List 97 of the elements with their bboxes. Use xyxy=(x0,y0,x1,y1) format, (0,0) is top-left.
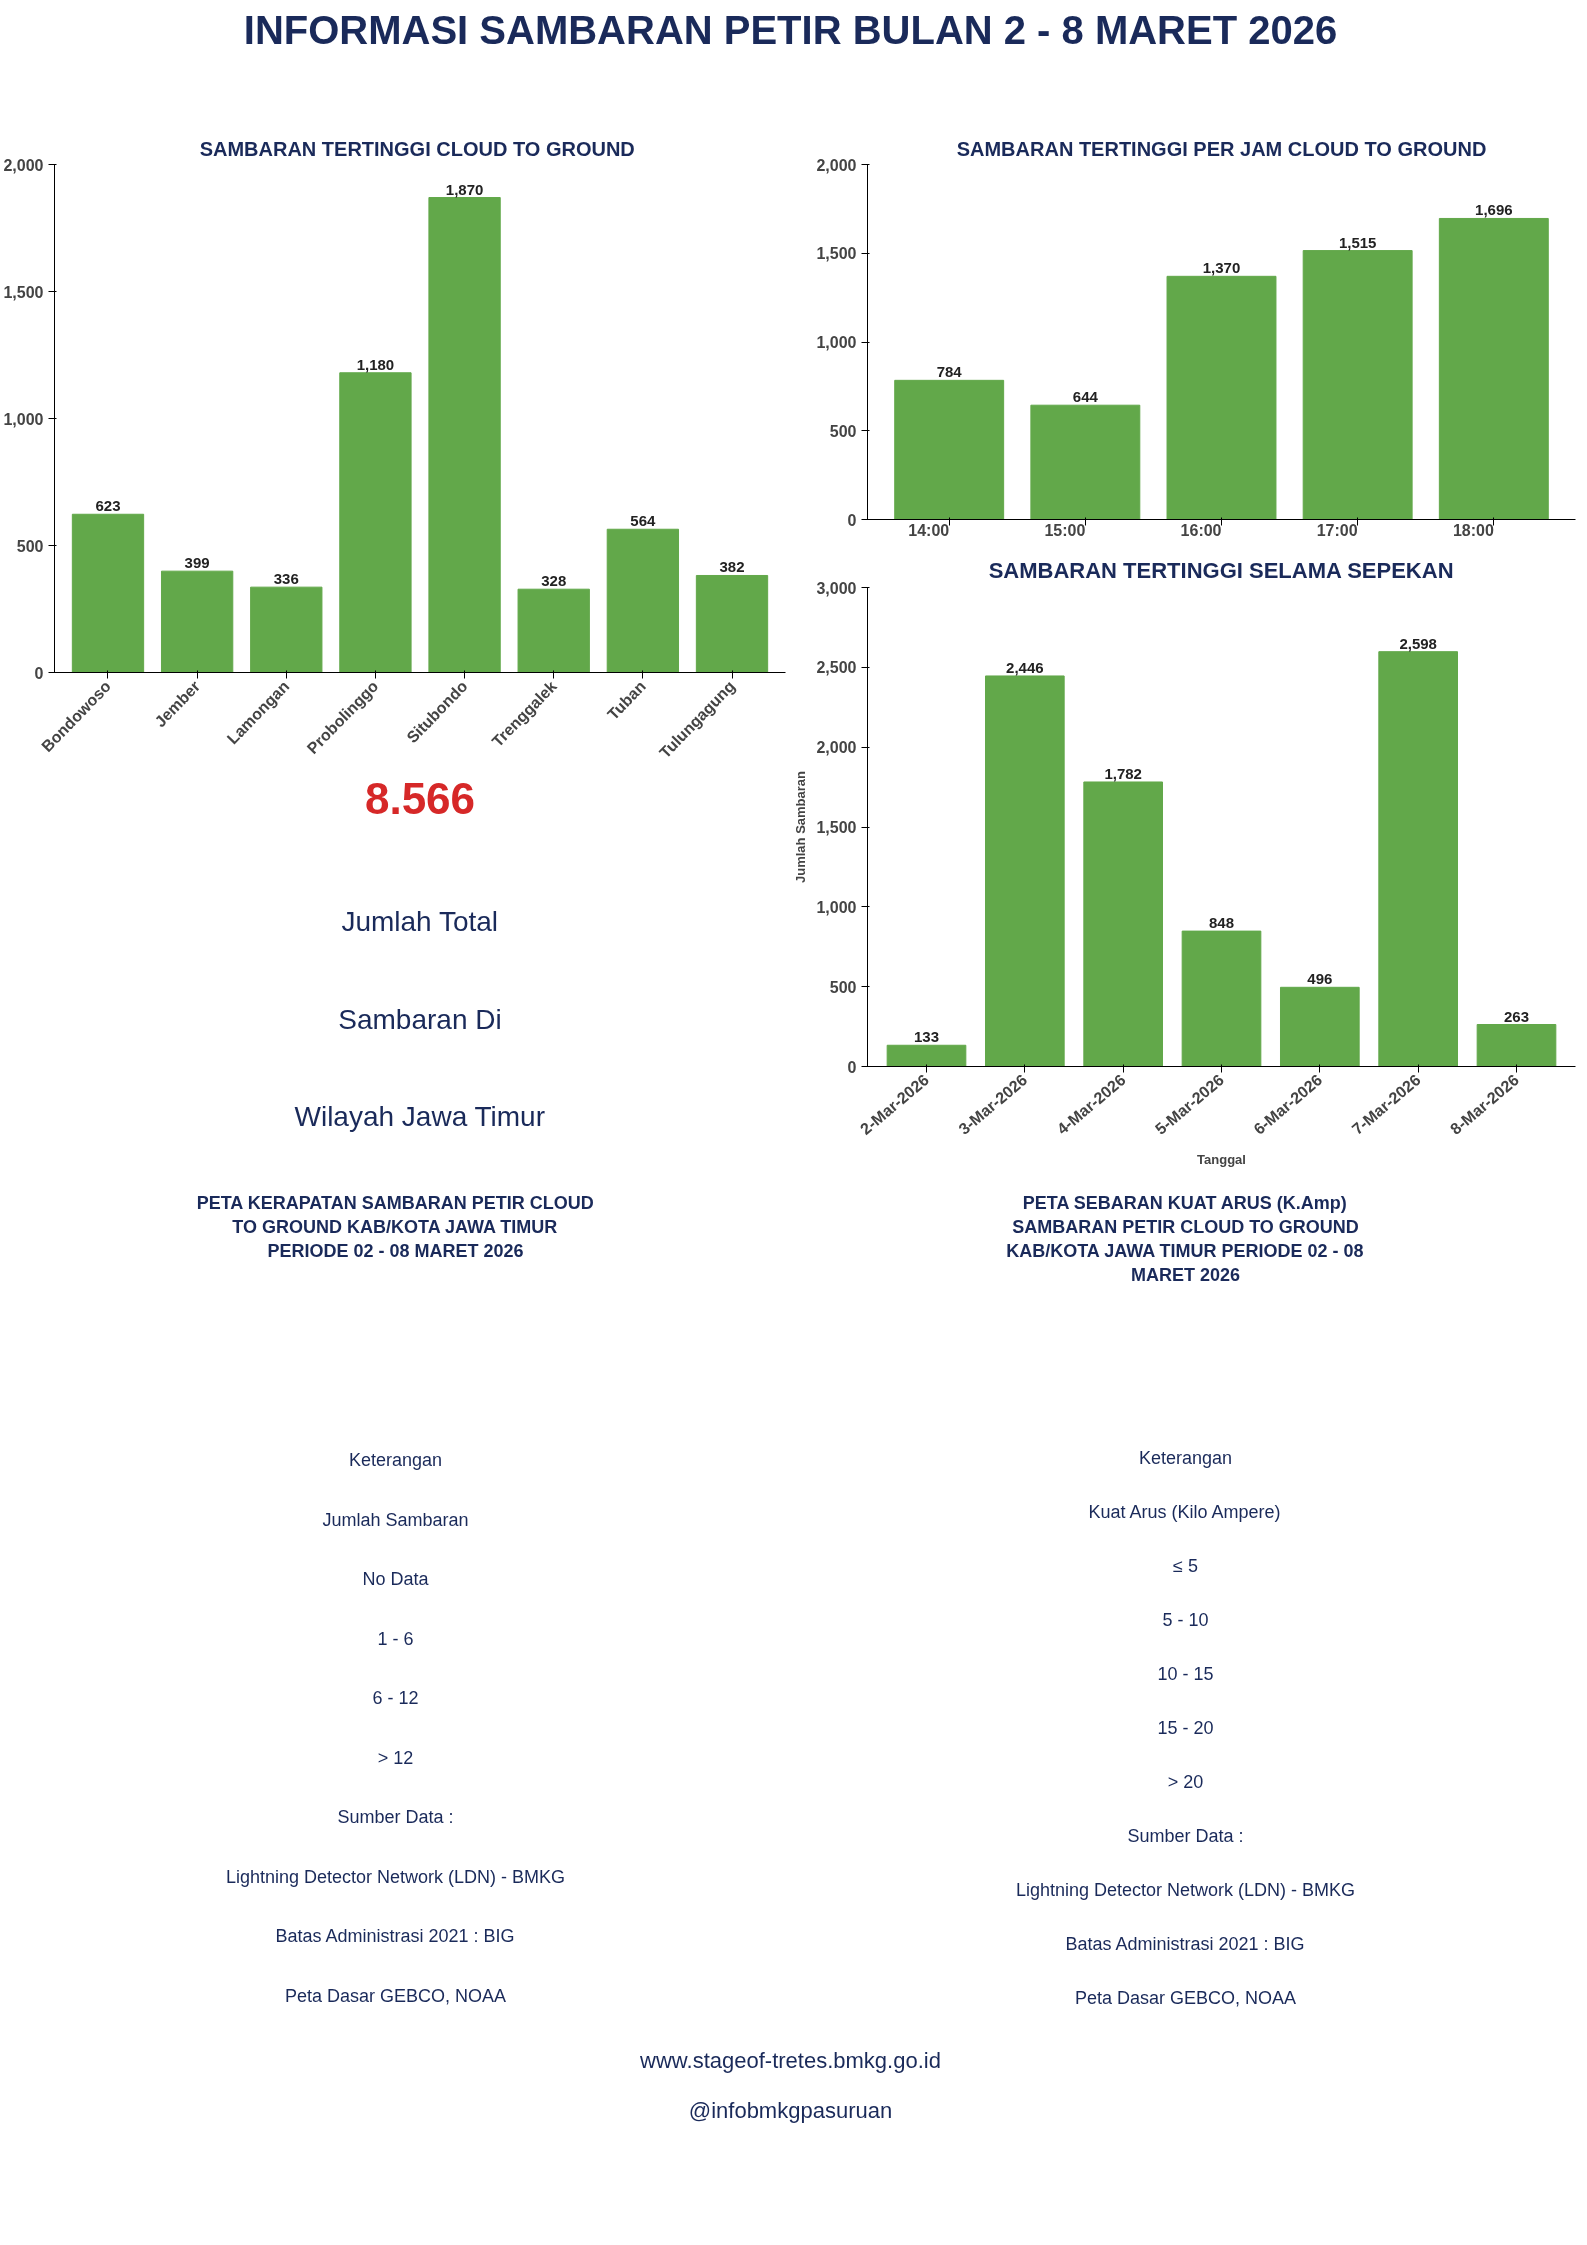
data-label: 2,598 xyxy=(1399,634,1437,652)
text: 5 - 10 xyxy=(1162,1609,1209,1630)
x-tick-label: 17:00 xyxy=(1316,522,1358,539)
text: www.stageof-tretes.bmkg.go.id xyxy=(639,2048,941,2073)
text: Batas Administrasi 2021 : BIG xyxy=(1065,1934,1305,1955)
x-tick-label: 18:00 xyxy=(1452,522,1494,539)
text: PETA SEBARAN KUAT ARUS (K.Amp) SAMBARAN PETIR CLOUD TO GROUND KAB/KOTA JAWA TIMUR PERIODE 02 - 08 MARET 2026 xyxy=(1006,1192,1364,1285)
text: Sumber Data : xyxy=(337,1807,454,1828)
y-tick-label: 0 xyxy=(847,1058,857,1076)
bar xyxy=(985,675,1065,1067)
text: 10 - 15 xyxy=(1157,1663,1214,1684)
text: 8.566 xyxy=(364,774,476,824)
bar xyxy=(886,1044,967,1067)
bar xyxy=(1166,275,1277,520)
y-axis-title: Jumlah Sambaran xyxy=(793,770,809,883)
chart-title: SAMBARAN TERTINGGI SELAMA SEPEKAN xyxy=(988,557,1454,583)
chart-title: SAMBARAN TERTINGGI PER JAM CLOUD TO GROUND xyxy=(956,137,1487,160)
data-label: 496 xyxy=(1307,970,1333,988)
bar xyxy=(1030,404,1141,520)
text: Peta Dasar GEBCO, NOAA xyxy=(284,1985,507,2006)
text: Keterangan xyxy=(1138,1447,1233,1468)
text: 15 - 20 xyxy=(1157,1718,1214,1738)
bar xyxy=(517,588,590,673)
y-tick-label: 1,000 xyxy=(816,334,857,351)
x-tick-label: 16:00 xyxy=(1180,522,1222,539)
y-tick-label: 1,000 xyxy=(3,410,44,428)
text: > 12 xyxy=(377,1747,414,1768)
y-tick-label: 1,500 xyxy=(816,245,857,263)
text: Sumber Data : xyxy=(1127,1826,1244,1847)
text: Wilayah Jawa Timur xyxy=(294,1101,546,1133)
bar xyxy=(1476,1024,1557,1067)
text: ≤ 5 xyxy=(1173,1555,1198,1576)
bar xyxy=(695,574,769,673)
data-label: 2,446 xyxy=(1006,658,1044,676)
text: Lightning Detector Network (LDN) - BMKG xyxy=(225,1866,566,1887)
y-tick-label: 500 xyxy=(829,422,857,440)
y-tick-label: 500 xyxy=(16,537,44,555)
y-tick-label: 1,000 xyxy=(816,898,857,916)
y-tick-label: 2,000 xyxy=(3,156,44,174)
data-label: 623 xyxy=(95,497,121,515)
bar xyxy=(160,570,234,673)
x-tick-label: 15:00 xyxy=(1044,522,1086,539)
text: INFORMASI SAMBARAN PETIR BULAN 2 - 8 MARET 2026 xyxy=(243,7,1338,52)
text: @infobmkgpasuruan xyxy=(688,2098,893,2123)
data-label: 399 xyxy=(184,554,210,572)
text: Batas Administrasi 2021 : BIG xyxy=(275,1926,515,1947)
bar xyxy=(71,513,145,673)
data-label: 382 xyxy=(719,558,745,576)
text: Jumlah Total xyxy=(341,906,499,938)
data-label: 1,696 xyxy=(1475,201,1513,219)
data-label: 644 xyxy=(1072,388,1099,406)
data-label: 133 xyxy=(913,1028,940,1046)
text: PETA KERAPATAN SAMBARAN PETIR CLOUD TO GROUND KAB/KOTA JAWA TIMUR PERIODE 02 - 08 MARET 2026 xyxy=(196,1192,594,1261)
data-label: 328 xyxy=(541,572,567,590)
text: Jumlah Sambaran xyxy=(322,1509,469,1530)
data-label: 336 xyxy=(273,570,299,588)
bar xyxy=(1280,986,1360,1067)
data-label: 848 xyxy=(1208,914,1235,932)
data-label: 1,180 xyxy=(356,355,395,373)
y-tick-label: 2,000 xyxy=(816,739,857,757)
bar xyxy=(339,372,412,673)
text: No Data xyxy=(362,1569,430,1590)
bar xyxy=(1438,217,1549,520)
y-tick-label: 2,000 xyxy=(816,156,857,174)
text: Lightning Detector Network (LDN) - BMKG xyxy=(1015,1880,1356,1901)
data-label: 1,782 xyxy=(1104,764,1142,782)
text: Kuat Arus (Kilo Ampere) xyxy=(1088,1501,1281,1522)
text: Sambaran Di xyxy=(338,1003,502,1035)
x-tick-label: 14:00 xyxy=(908,522,950,539)
y-tick-label: 0 xyxy=(847,511,857,529)
bar xyxy=(606,528,680,673)
data-label: 1,870 xyxy=(445,180,484,198)
data-label: 263 xyxy=(1503,1007,1530,1025)
text: 6 - 12 xyxy=(372,1688,419,1709)
data-label: 784 xyxy=(936,363,963,381)
text: 1 - 6 xyxy=(377,1628,414,1649)
data-label: 1,370 xyxy=(1202,259,1241,277)
text: > 20 xyxy=(1167,1772,1204,1793)
bar xyxy=(1083,781,1163,1067)
text: Keterangan xyxy=(348,1450,443,1471)
bar xyxy=(428,197,501,673)
bar xyxy=(1181,930,1262,1067)
data-label: 564 xyxy=(630,512,657,530)
chart-title: SAMBARAN TERTINGGI CLOUD TO GROUND xyxy=(199,137,635,160)
y-tick-label: 0 xyxy=(34,664,44,682)
y-tick-label: 1,500 xyxy=(816,819,857,836)
y-tick-label: 1,500 xyxy=(3,283,44,301)
text: Peta Dasar GEBCO, NOAA xyxy=(1074,1988,1297,2009)
x-axis-title: Tanggal xyxy=(1197,1152,1246,1168)
y-tick-label: 500 xyxy=(829,978,857,996)
bar xyxy=(1302,250,1413,520)
bar xyxy=(894,379,1005,520)
y-tick-label: 3,000 xyxy=(816,579,857,597)
data-label: 1,515 xyxy=(1338,233,1377,251)
y-tick-label: 2,500 xyxy=(816,659,857,677)
bar xyxy=(1378,651,1458,1067)
bar xyxy=(250,586,323,673)
